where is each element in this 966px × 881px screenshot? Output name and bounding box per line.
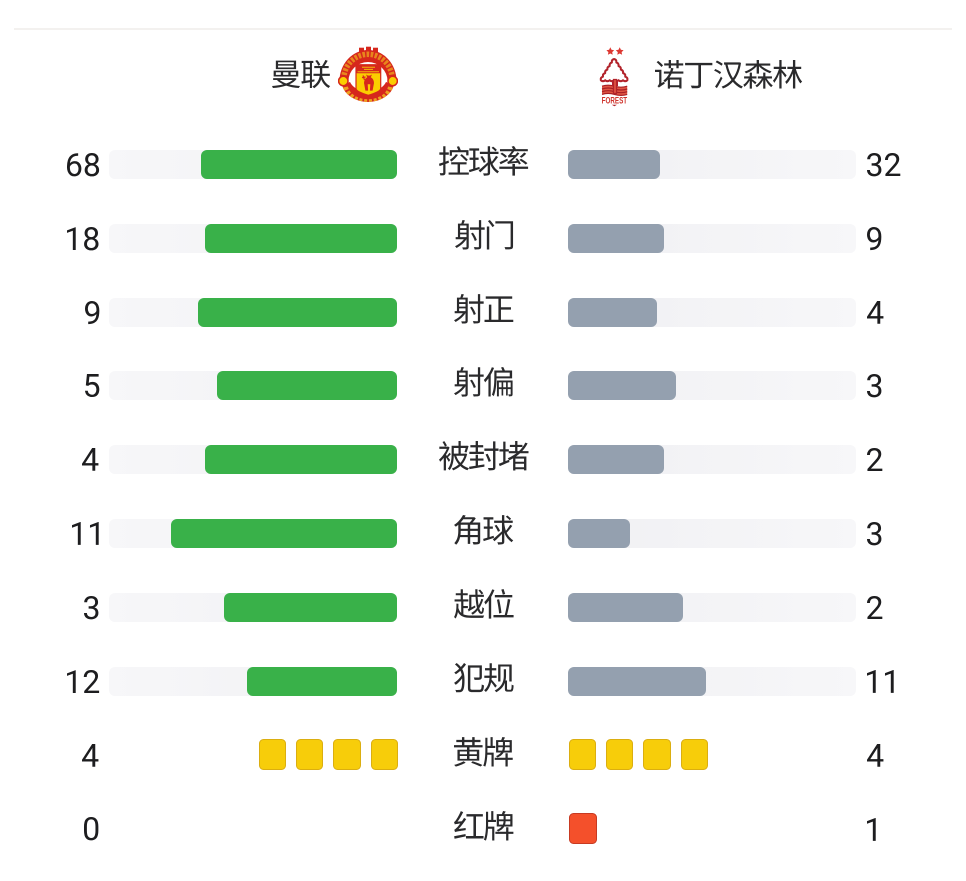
svg-text:FOREST: FOREST	[602, 96, 628, 106]
